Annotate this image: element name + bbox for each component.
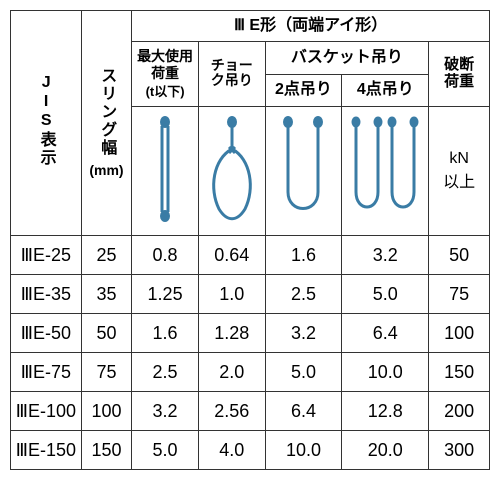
cell-choker: 0.64 (198, 236, 265, 275)
cell-max: 3.2 (132, 392, 199, 431)
sling-width-unit: (mm) (89, 162, 123, 178)
cell-choker: 1.0 (198, 275, 265, 314)
cell-jis: ⅢE-50 (11, 314, 82, 353)
cell-basket-2pt: 5.0 (265, 353, 342, 392)
col-basket: バスケット吊り (265, 42, 429, 75)
cell-breaking: 50 (429, 236, 490, 275)
cell-choker: 2.0 (198, 353, 265, 392)
choker-label: チョーク吊り (211, 58, 253, 89)
cell-choker: 1.28 (198, 314, 265, 353)
cell-jis: ⅢE-100 (11, 392, 82, 431)
col-basket-2pt: 2点吊り (265, 74, 342, 107)
breaking-unit-more: 以上 (443, 174, 475, 191)
cell-basket-4pt: 12.8 (342, 392, 429, 431)
cell-max: 0.8 (132, 236, 199, 275)
max-load-unit: (t以下) (146, 84, 185, 99)
breaking-unit-cell: kN 以上 (429, 107, 490, 236)
cell-jis: ⅢE-150 (11, 431, 82, 470)
table-row: ⅢE-1501505.04.010.020.0300 (11, 431, 490, 470)
cell-sling: 150 (81, 431, 132, 470)
col-group-e-shape: Ⅲ E形（両端アイ形） (132, 11, 490, 42)
cell-choker: 4.0 (198, 431, 265, 470)
cell-choker: 2.56 (198, 392, 265, 431)
jis-display-label: JIS表示 (37, 74, 55, 167)
col-sling-width: スリング幅 (mm) (81, 11, 132, 236)
cell-breaking: 300 (429, 431, 490, 470)
cell-basket-4pt: 5.0 (342, 275, 429, 314)
cell-sling: 25 (81, 236, 132, 275)
breaking-unit-kn: kN (449, 150, 469, 167)
cell-max: 5.0 (132, 431, 199, 470)
cell-sling: 35 (81, 275, 132, 314)
icon-basket-2pt (265, 107, 342, 236)
table-row: ⅢE-35351.251.02.55.075 (11, 275, 490, 314)
cell-max: 1.25 (132, 275, 199, 314)
cell-sling: 100 (81, 392, 132, 431)
cell-basket-2pt: 2.5 (265, 275, 342, 314)
breaking-label: 破断荷重 (444, 57, 474, 90)
table-row: ⅢE-50501.61.283.26.4100 (11, 314, 490, 353)
cell-basket-4pt: 6.4 (342, 314, 429, 353)
icon-choker-sling (198, 107, 265, 236)
cell-max: 1.6 (132, 314, 199, 353)
cell-basket-4pt: 10.0 (342, 353, 429, 392)
cell-sling: 50 (81, 314, 132, 353)
col-basket-4pt: 4点吊り (342, 74, 429, 107)
icon-straight-sling (132, 107, 199, 236)
col-jis-display: JIS表示 (11, 11, 82, 236)
cell-sling: 75 (81, 353, 132, 392)
table-row: ⅢE-1001003.22.566.412.8200 (11, 392, 490, 431)
cell-basket-4pt: 3.2 (342, 236, 429, 275)
table-row: ⅢE-25250.80.641.63.250 (11, 236, 490, 275)
icon-basket-4pt (342, 107, 429, 236)
cell-basket-2pt: 10.0 (265, 431, 342, 470)
sling-spec-table: JIS表示 スリング幅 (mm) Ⅲ E形（両端アイ形） 最大使用荷重 (t以下… (10, 10, 490, 470)
col-choker: チョーク吊り (198, 42, 265, 107)
sling-width-label: スリング幅 (98, 67, 116, 157)
cell-breaking: 100 (429, 314, 490, 353)
table-row: ⅢE-75752.52.05.010.0150 (11, 353, 490, 392)
cell-basket-4pt: 20.0 (342, 431, 429, 470)
header-row-1: JIS表示 スリング幅 (mm) Ⅲ E形（両端アイ形） (11, 11, 490, 42)
col-breaking: 破断荷重 (429, 42, 490, 107)
cell-basket-2pt: 3.2 (265, 314, 342, 353)
cell-breaking: 150 (429, 353, 490, 392)
cell-jis: ⅢE-75 (11, 353, 82, 392)
cell-basket-2pt: 6.4 (265, 392, 342, 431)
col-max-load: 最大使用荷重 (t以下) (132, 42, 199, 107)
cell-breaking: 75 (429, 275, 490, 314)
cell-breaking: 200 (429, 392, 490, 431)
cell-jis: ⅢE-25 (11, 236, 82, 275)
cell-basket-2pt: 1.6 (265, 236, 342, 275)
cell-jis: ⅢE-35 (11, 275, 82, 314)
max-load-label: 最大使用荷重 (137, 48, 193, 82)
cell-max: 2.5 (132, 353, 199, 392)
